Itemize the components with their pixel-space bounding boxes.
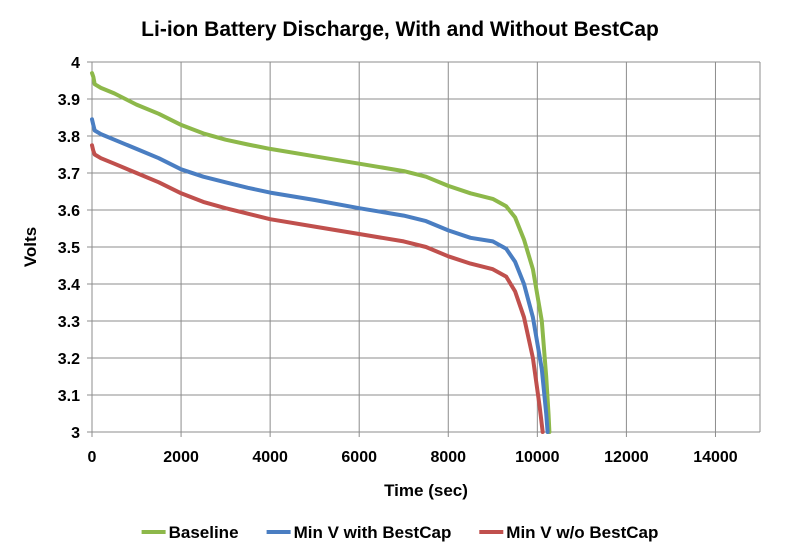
x-axis-label: Time (sec)	[384, 481, 468, 500]
legend: Baseline Min V with BestCap Min V w/o Best…	[141, 523, 658, 542]
legend-item: Min V w/o BestCap	[479, 523, 658, 542]
y-tick-labels: 3 3.1 3.2 3.3 3.4 3.5 3.6 3.7 3.8 3.9 4	[58, 55, 80, 442]
x-tick-label: 2000	[163, 449, 199, 466]
x-tick-label: 12000	[604, 449, 649, 466]
y-tick-label: 3.9	[58, 92, 80, 109]
y-tick-label: 3.2	[58, 351, 80, 368]
x-tick-label: 0	[88, 449, 97, 466]
y-tick-label: 3.3	[58, 314, 80, 331]
x-tick-label: 4000	[252, 449, 288, 466]
y-tick-label: 3.4	[58, 277, 80, 294]
y-tick-label: 4	[71, 55, 80, 72]
y-tick-label: 3.1	[58, 388, 80, 405]
x-tick-label: 8000	[430, 449, 466, 466]
chart-title: Li-ion Battery Discharge, With and Witho…	[141, 18, 659, 41]
legend-item: Min V with BestCap	[266, 523, 452, 542]
y-tick-label: 3.5	[58, 240, 80, 257]
legend-label: Min V with BestCap	[294, 523, 452, 542]
x-tick-label: 6000	[341, 449, 377, 466]
y-tick-label: 3.8	[58, 129, 80, 146]
series-line-2	[90, 117, 550, 434]
series-lines	[90, 71, 552, 434]
x-tick-label: 14000	[693, 449, 738, 466]
y-tick-label: 3	[71, 425, 80, 442]
x-tick-labels: 0 2000 4000 6000 8000 10000 12000 14000	[88, 449, 738, 466]
x-tick-label: 10000	[515, 449, 560, 466]
legend-label: Min V w/o BestCap	[506, 523, 658, 542]
series-line-3	[90, 143, 545, 434]
series-line-1	[90, 71, 552, 434]
y-tick-label: 3.6	[58, 203, 80, 220]
legend-label: Baseline	[169, 523, 239, 542]
legend-item: Baseline	[141, 523, 239, 542]
y-tick-label: 3.7	[58, 166, 80, 183]
axes	[87, 61, 760, 437]
y-axis-label: Volts	[21, 227, 40, 267]
